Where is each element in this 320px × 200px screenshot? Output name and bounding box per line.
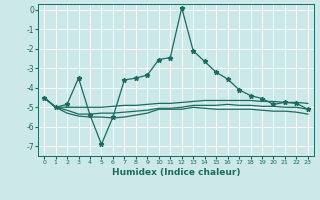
X-axis label: Humidex (Indice chaleur): Humidex (Indice chaleur) — [112, 168, 240, 177]
